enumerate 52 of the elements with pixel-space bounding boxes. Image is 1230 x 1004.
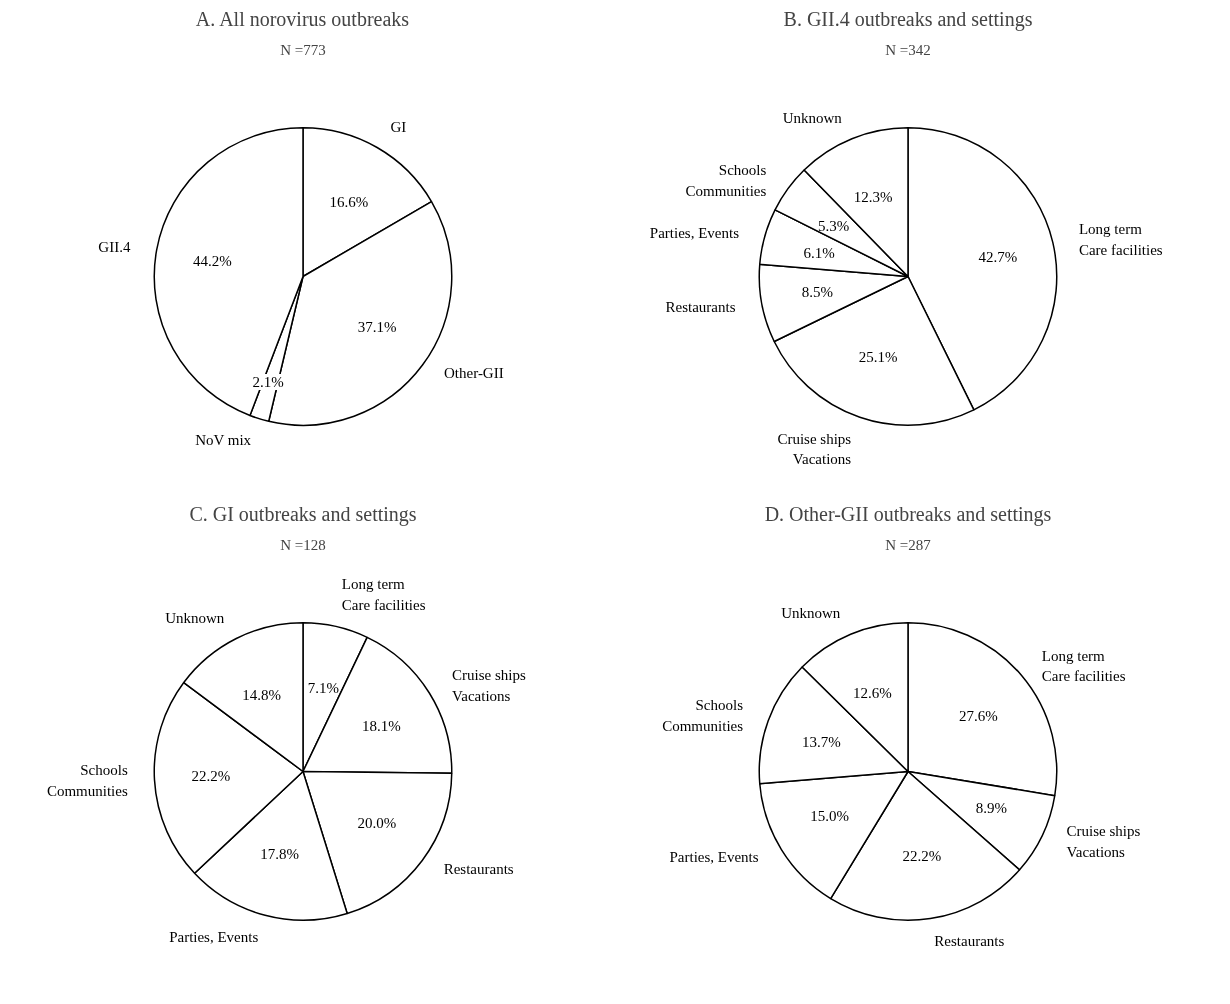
data-label: 27.6% (958, 708, 998, 725)
data-label: 37.1% (357, 319, 397, 336)
slice-label: Unknown (782, 109, 843, 126)
chart-subtitle: N =773 (280, 41, 326, 58)
slice-label: Parties, Events (649, 224, 740, 241)
data-label: 12.3% (853, 189, 893, 206)
data-label: 12.6% (853, 684, 892, 701)
slice-label: Parties, Events (669, 849, 759, 866)
slice-label: Restaurants (443, 860, 514, 877)
slice-label: Other-GII (444, 365, 504, 382)
data-label: 16.6% (329, 194, 369, 211)
chart-title: C. GI outbreaks and settings (189, 502, 417, 526)
data-label: 8.9% (975, 800, 1007, 817)
chart-title: B. GII.4 outbreaks and settings (783, 7, 1033, 31)
data-label: 2.1% (252, 374, 284, 391)
data-label: 6.1% (803, 245, 835, 262)
data-label: 20.0% (357, 814, 397, 831)
slice-label: Schools Communities (46, 762, 128, 800)
slice-label: Cruise ships Vacations (777, 430, 852, 468)
data-label: 15.0% (810, 808, 849, 825)
data-label: 42.7% (978, 249, 1018, 266)
chart-subtitle: N =342 (885, 41, 931, 58)
slice-label: Schools Communities (685, 161, 767, 199)
chart-subtitle: N =128 (280, 536, 326, 553)
data-label: 13.7% (801, 734, 841, 751)
chart-subtitle: N =287 (885, 536, 932, 553)
data-label: 44.2% (192, 252, 232, 269)
slice-label: GII.4 (98, 238, 131, 255)
data-label: 8.5% (801, 284, 833, 301)
data-label: 25.1% (858, 349, 898, 366)
slice-label: NoV mix (195, 432, 252, 449)
slice-label: Long term Care facilities (341, 575, 426, 613)
slice-label: Restaurants (934, 932, 1005, 949)
slice-label: Cruise ships Vacations (1066, 822, 1141, 860)
slice-label: Restaurants (665, 298, 736, 315)
slice-label: Long term Care facilities (1078, 221, 1163, 258)
data-label: 18.1% (361, 718, 401, 735)
data-label: 22.2% (902, 848, 942, 865)
slice-label: Schools Communities (662, 697, 744, 735)
data-label: 7.1% (307, 680, 340, 697)
slice-label: Unknown (781, 605, 841, 622)
slice-label: Parties, Events (169, 929, 259, 946)
data-label: 17.8% (260, 846, 299, 863)
slice-label: Cruise ships Vacations (452, 667, 526, 704)
slice-label: Long term Care facilities (1041, 647, 1126, 685)
slice-label: GI (390, 119, 407, 136)
data-label: 5.3% (817, 217, 850, 234)
chart-title: A. All norovirus outbreaks (195, 7, 410, 30)
chart-title: D. Other-GII outbreaks and settings (764, 502, 1052, 526)
slice-label: Unknown (165, 609, 225, 626)
data-label: 22.2% (191, 768, 231, 785)
data-label: 14.8% (242, 686, 282, 703)
